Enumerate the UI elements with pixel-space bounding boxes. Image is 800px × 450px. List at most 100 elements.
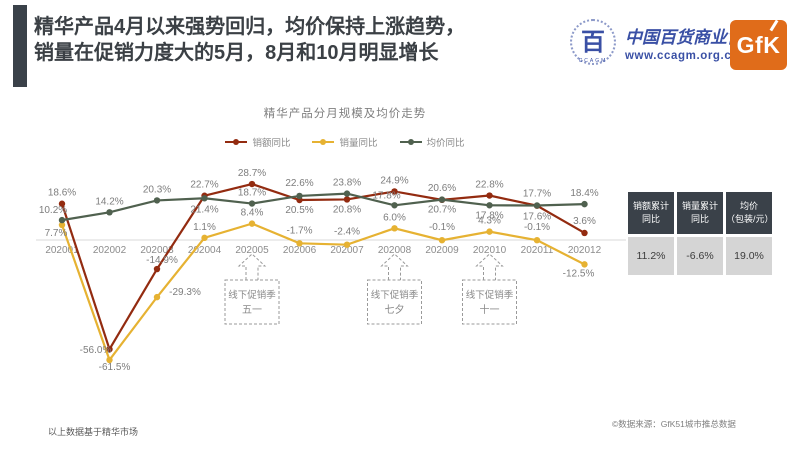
annotation-line2: 十一 xyxy=(480,303,500,316)
chart-legend: 销额同比 销量同比 均价同比 xyxy=(145,135,545,149)
gfk-logo-accent xyxy=(769,19,779,32)
data-label: 7.7% xyxy=(45,228,68,239)
data-point xyxy=(533,236,541,244)
series-line-0 xyxy=(60,182,586,352)
legend-label: 销额同比 xyxy=(252,138,291,149)
gfk-logo-label: GfK xyxy=(736,31,781,58)
data-point xyxy=(486,228,493,235)
ccagm-name: 中国百货商业协会 xyxy=(625,27,761,48)
data-label: -0.1% xyxy=(524,222,550,233)
data-label: 17.7% xyxy=(523,188,551,199)
data-point xyxy=(58,221,66,229)
data-point xyxy=(581,200,588,208)
line-dot-marker-icon xyxy=(225,139,248,145)
data-label: -1.7% xyxy=(286,225,312,236)
table-header-cell: 销量累计 同比 xyxy=(677,192,723,234)
up-arrow-icon xyxy=(380,253,409,280)
annotation-line2: 五一 xyxy=(242,305,262,316)
data-point xyxy=(391,202,398,209)
x-tick-label: 202006 xyxy=(283,245,317,256)
annotation-line1: 线下促销季 xyxy=(466,289,514,301)
data-source: ©数据来源：GfK51城市推总数据 xyxy=(612,419,736,429)
data-point xyxy=(391,225,398,232)
data-point xyxy=(581,229,588,237)
x-tick-label: 202011 xyxy=(521,245,554,256)
ccagm-seal-subtext: CCAGM xyxy=(578,58,608,64)
data-label: -0.1% xyxy=(429,222,455,233)
data-point xyxy=(438,196,446,203)
summary-table: 销额累计 同比 销量累计 同比 均价 （包装/元） 11.2% -6.6% 19… xyxy=(628,192,774,275)
data-label: 20.6% xyxy=(428,183,456,194)
footnote: 以上数据基于精华市场 xyxy=(48,427,139,437)
data-point xyxy=(106,346,113,353)
table-header-cell: 均价 （包装/元） xyxy=(726,192,774,234)
legend-item-avg-price: 均价同比 xyxy=(399,135,465,149)
data-label: 6.0% xyxy=(383,212,406,223)
data-label: 17.8% xyxy=(475,210,503,221)
data-point xyxy=(153,293,161,301)
x-tick-label: 202004 xyxy=(188,245,222,256)
title-accent-bar xyxy=(13,5,27,87)
data-label: 22.6% xyxy=(285,178,313,189)
data-point xyxy=(343,241,351,248)
trend-line-chart: 202001 202002 202003 202004 202005 202006 2020… xyxy=(36,168,626,373)
x-tick-label: 202003 xyxy=(140,245,174,256)
data-label: -61.5% xyxy=(99,362,131,373)
x-tick-label: 202009 xyxy=(425,245,459,256)
data-label: -2.4% xyxy=(334,227,360,238)
slide-title-line1: 精华产品4月以来强势回归，均价保持上涨趋势， xyxy=(34,16,466,38)
annotation-line2: 七夕 xyxy=(385,304,405,316)
table-value-cell: 11.2% xyxy=(628,237,674,275)
data-point xyxy=(391,188,398,195)
data-point xyxy=(58,200,66,207)
legend-label: 销量同比 xyxy=(339,138,378,149)
ccagm-logo: 百 CCAGM 中国百货商业协会 www.ccagm.org.cn xyxy=(570,19,761,65)
data-point xyxy=(581,261,588,268)
data-label: 24.9% xyxy=(380,175,408,186)
annotation-box xyxy=(462,279,517,325)
x-tick-label: 202010 xyxy=(473,245,507,256)
data-label: 18.6% xyxy=(48,188,76,199)
x-tick-label: 202002 xyxy=(93,245,127,256)
data-label: 14.2% xyxy=(95,196,123,207)
data-label: 1.1% xyxy=(193,222,216,233)
slide-title: 精华产品4月以来强势回归，均价保持上涨趋势， 销量在促销力度大的5月，8月和10… xyxy=(34,14,465,66)
data-label: 28.7% xyxy=(238,168,266,179)
x-tick-label: 202001 xyxy=(45,245,79,256)
data-point xyxy=(486,192,493,199)
data-point xyxy=(58,216,66,224)
data-label: 17.8% xyxy=(372,190,400,201)
data-label: 22.7% xyxy=(190,180,218,191)
annotation-box xyxy=(367,279,422,325)
gfk-logo: GfK xyxy=(730,19,787,70)
data-label: -56.0% xyxy=(80,345,112,356)
data-label: 23.8% xyxy=(333,178,361,189)
data-label: 3.6% xyxy=(573,216,596,227)
up-arrow-icon xyxy=(475,253,504,280)
data-point xyxy=(486,202,493,209)
data-point xyxy=(248,200,256,207)
data-point xyxy=(343,196,351,203)
data-point xyxy=(533,202,541,209)
chart-title: 精华产品分月规模及均价走势 xyxy=(263,108,427,120)
data-label: 22.8% xyxy=(475,180,503,191)
ccagm-text-block: 中国百货商业协会 www.ccagm.org.cn xyxy=(625,23,761,62)
data-point xyxy=(248,180,256,188)
data-label: 18.4% xyxy=(570,188,598,199)
legend-item-sales-volume: 销量同比 xyxy=(312,135,378,149)
legend-item-sales-value: 销额同比 xyxy=(225,135,290,149)
table-header-cell: 销额累计 同比 xyxy=(628,192,674,234)
data-point xyxy=(438,236,446,244)
table-value-cell: 19.0% xyxy=(726,237,772,275)
data-point xyxy=(296,240,303,247)
data-label: 10.2% xyxy=(39,205,67,216)
data-point xyxy=(201,195,208,202)
table-value-cell: -6.6% xyxy=(677,237,723,275)
data-point xyxy=(106,356,113,364)
data-label: 20.3% xyxy=(143,184,171,195)
data-point xyxy=(343,190,351,197)
data-label: 18.7% xyxy=(238,188,266,199)
data-label: 21.4% xyxy=(190,204,218,215)
data-label: -29.3% xyxy=(169,287,201,298)
ccagm-url: www.ccagm.org.cn xyxy=(625,49,739,62)
